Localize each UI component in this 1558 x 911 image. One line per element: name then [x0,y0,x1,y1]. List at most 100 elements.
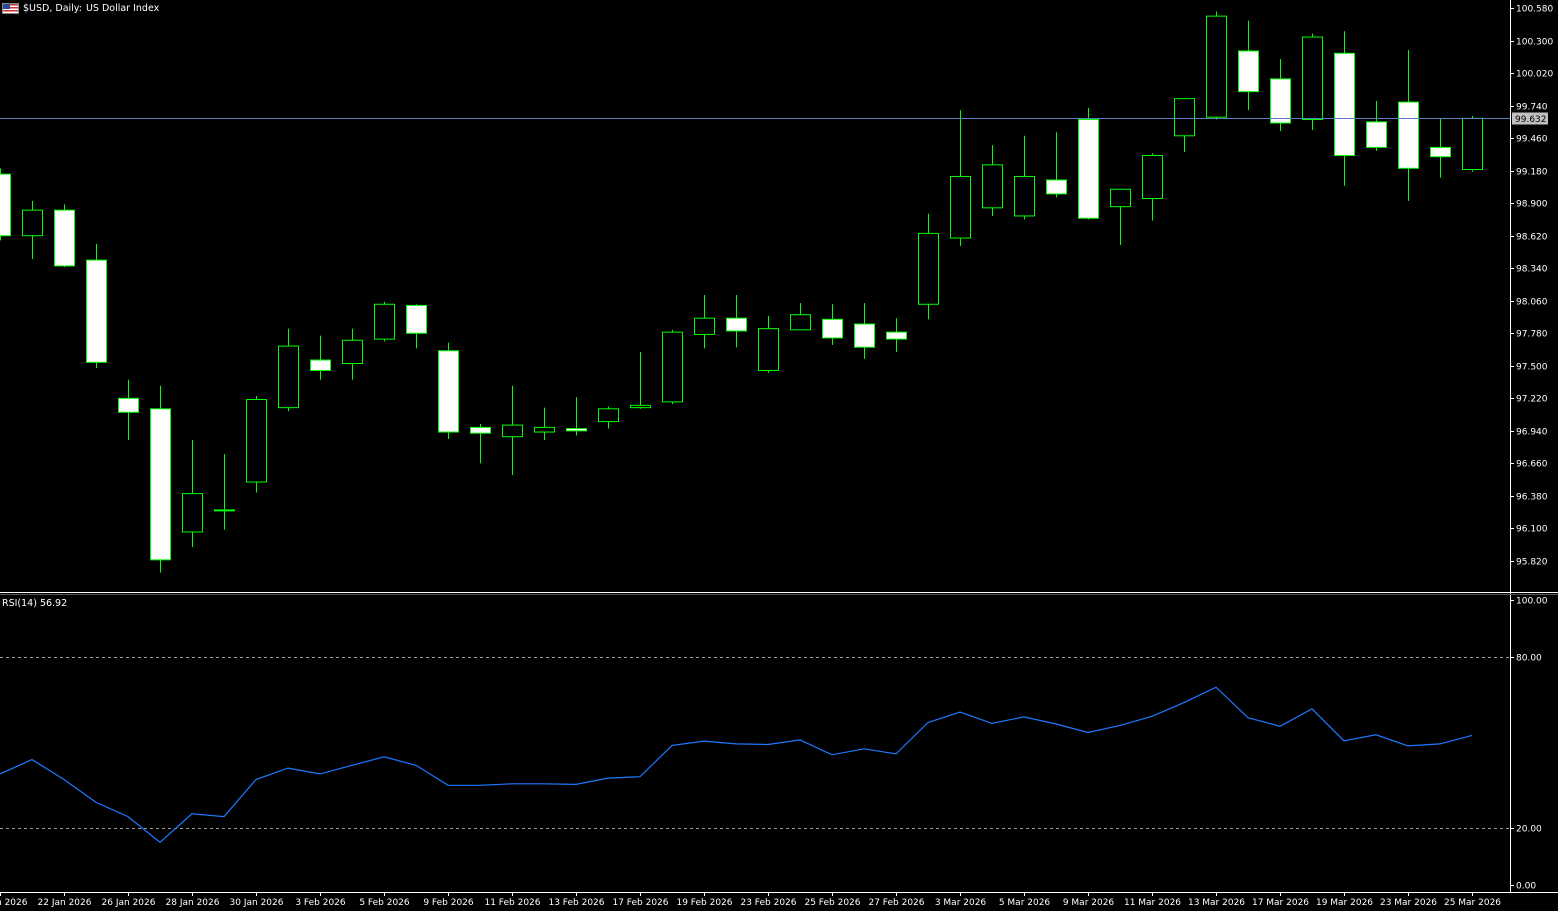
candle-body-bear [0,173,11,237]
candle[interactable] [86,243,107,369]
candle-body-bear [1238,50,1259,93]
candle[interactable] [662,329,683,405]
candle[interactable] [1174,98,1195,153]
price-tick-label: 99.740 [1516,103,1548,113]
candle[interactable] [726,294,747,348]
price-tick-label: 96.380 [1516,493,1548,503]
candle[interactable] [246,396,267,493]
candle[interactable] [470,423,491,464]
candle[interactable] [822,304,843,345]
price-tick-label: 96.100 [1516,525,1548,535]
candle[interactable] [950,110,971,247]
time-tick-label: 28 Jan 2026 [166,898,220,908]
candle[interactable] [1302,33,1323,130]
price-axis-ticks: 100.580 100.300 100.020 99.740 99.460 99.180 9… [1510,5,1553,568]
candle[interactable] [1238,20,1259,111]
candle-body-bear [886,331,907,340]
candle[interactable] [182,440,203,548]
current-price-tag [1512,112,1548,125]
candle[interactable] [790,303,811,331]
candle[interactable] [1334,31,1355,186]
candle-body-bull [1110,188,1131,208]
candle-body-bull [502,424,523,438]
candle[interactable] [406,304,427,349]
candle[interactable] [150,385,171,573]
time-axis: 20 Jan 2026 22 Jan 2026 26 Jan 2026 28 Jan … [0,892,1501,908]
candle[interactable] [982,145,1003,216]
candle-body-bull [374,303,395,340]
candle-body-bear [310,359,331,371]
candle[interactable] [54,204,75,268]
candle[interactable] [758,315,779,373]
candle-body-bear [566,428,587,432]
time-tick-label: 23 Feb 2026 [740,898,796,908]
candle-body-bear [1366,121,1387,148]
candle[interactable] [886,318,907,352]
candle[interactable] [214,454,235,530]
time-tick-label: 3 Feb 2026 [295,898,346,908]
candle[interactable] [694,294,715,349]
candle-body-bull [1142,155,1163,200]
candle[interactable] [1014,135,1035,220]
candle-body-bull [950,175,971,239]
candle-body-bear [1046,179,1067,195]
candle[interactable] [502,385,523,476]
rsi-tick-label: 20.00 [1516,825,1542,835]
time-tick-label: 9 Feb 2026 [423,898,474,908]
time-tick-label: 5 Feb 2026 [359,898,410,908]
candle[interactable] [918,213,939,320]
candle[interactable] [1078,107,1099,220]
price-tick-label: 96.660 [1516,460,1548,470]
candle[interactable] [854,303,875,359]
candle[interactable] [1206,11,1227,120]
rsi-header: RSI(14) 56.92 [2,598,68,609]
time-tick-label: 3 Mar 2026 [935,898,987,908]
candle-body-bull [1302,36,1323,121]
current-price-label: 99.632 [1515,115,1547,125]
candle[interactable] [1270,59,1291,132]
candle-body-bull [694,317,715,335]
symbol-description: US Dollar Index [85,3,160,14]
rsi-tick-label: 0.00 [1516,882,1536,892]
candle-body-bear [1334,52,1355,157]
candle[interactable] [374,301,395,342]
rsi-axis-ticks: 100.00 80.00 20.00 0.00 [0,597,1548,892]
candle[interactable] [1046,132,1067,198]
candlestick-series[interactable] [0,11,1483,573]
candle[interactable] [630,351,651,409]
candle-body-bull [790,314,811,331]
candle[interactable] [566,397,587,436]
chart-header: $USD, Daily: US Dollar Index [2,3,159,14]
time-tick-label: 20 Jan 2026 [0,898,28,908]
candle[interactable] [1430,118,1451,178]
candle[interactable] [22,200,43,259]
candle-body-bull [182,493,203,533]
candle[interactable] [1142,153,1163,221]
candle[interactable] [534,407,555,441]
candle[interactable] [342,328,363,380]
price-tick-label: 96.940 [1516,428,1548,438]
candle-body-bull [758,328,779,371]
candle[interactable] [0,168,11,241]
candle[interactable] [278,328,299,412]
price-tick-label: 99.180 [1516,168,1548,178]
candle-body-bull [982,164,1003,209]
candle[interactable] [598,406,619,429]
candle-body-bull [214,509,235,512]
candle-body-bull [22,209,43,237]
candle[interactable] [438,342,459,440]
price-tick-label: 99.460 [1516,135,1548,145]
candle-body-bull [918,232,939,305]
candle[interactable] [310,335,331,380]
candle-body-bear [150,408,171,561]
candle-body-bear [726,317,747,332]
time-tick-label: 27 Feb 2026 [868,898,924,908]
candle[interactable] [1462,116,1483,172]
rsi-series [0,686,1473,844]
us-flag-icon [2,3,19,14]
candle[interactable] [1110,188,1131,245]
price-tick-label: 100.020 [1516,70,1553,80]
candle[interactable] [118,379,139,441]
